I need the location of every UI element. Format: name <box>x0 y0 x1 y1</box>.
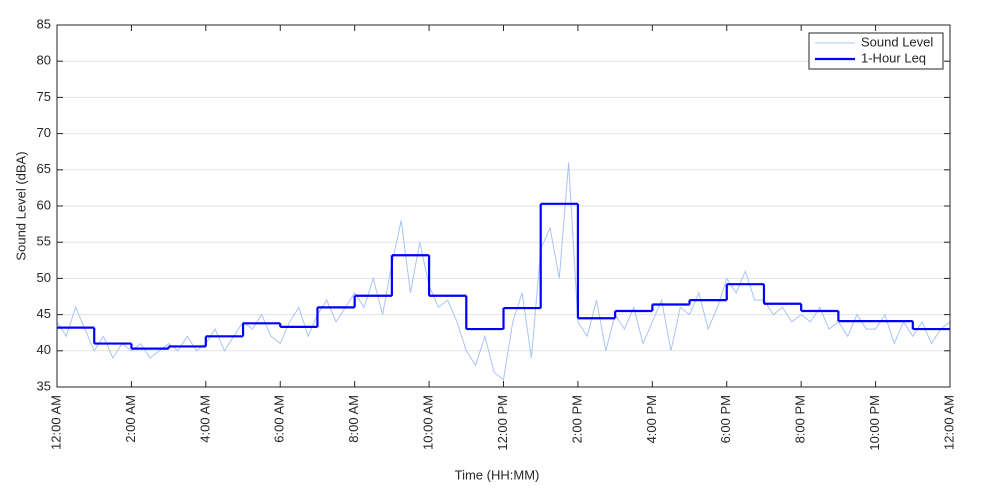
legend-label: 1-Hour Leq <box>861 50 926 65</box>
x-tick-label: 2:00 AM <box>123 395 138 443</box>
x-axis-label: Time (HH:MM) <box>455 467 540 482</box>
x-tick-label: 2:00 PM <box>569 395 584 443</box>
axes-box <box>56 24 951 388</box>
x-tick-label: 4:00 PM <box>644 395 659 443</box>
y-tick-label: 80 <box>37 53 51 68</box>
y-tick-label: 55 <box>37 234 51 249</box>
x-tick-label: 6:00 AM <box>272 395 287 443</box>
y-tick-label: 45 <box>37 306 51 321</box>
x-tick-label: 12:00 AM <box>48 395 63 450</box>
y-tick-label: 35 <box>37 378 51 393</box>
legend-label: Sound Level <box>861 34 933 49</box>
legend-box <box>808 32 944 70</box>
y-axis-label: Sound Level (dBA) <box>13 151 28 260</box>
x-tick-label: 8:00 AM <box>346 395 361 443</box>
y-tick-label: 75 <box>37 89 51 104</box>
x-tick-label: 8:00 PM <box>793 395 808 443</box>
y-tick-label: 85 <box>37 16 51 31</box>
y-tick-label: 40 <box>37 342 51 357</box>
x-tick-label: 4:00 AM <box>197 395 212 443</box>
y-tick-label: 65 <box>37 161 51 176</box>
x-tick-label: 10:00 AM <box>421 395 436 450</box>
x-tick-label: 10:00 PM <box>867 395 882 451</box>
x-tick-label: 12:00 AM <box>941 395 956 450</box>
y-tick-label: 70 <box>37 125 51 140</box>
x-tick-label: 6:00 PM <box>718 395 733 443</box>
y-tick-label: 60 <box>37 197 51 212</box>
x-tick-label: 12:00 PM <box>495 395 510 451</box>
y-tick-label: 50 <box>37 270 51 285</box>
series-group <box>57 162 950 381</box>
